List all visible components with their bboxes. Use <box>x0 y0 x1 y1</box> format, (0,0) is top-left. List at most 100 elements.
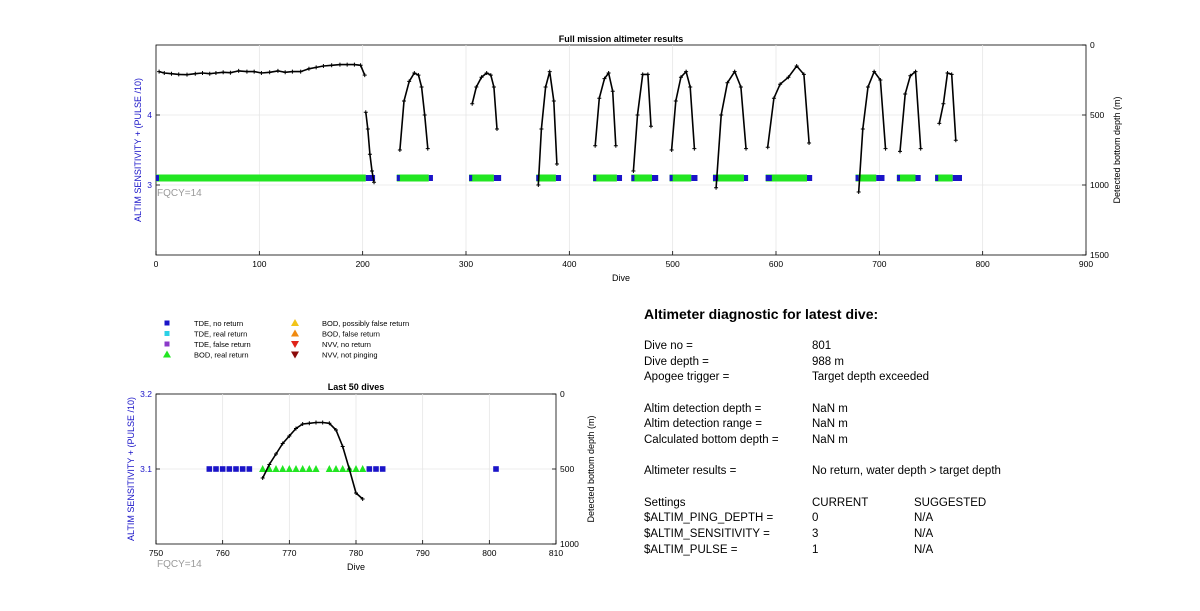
bod-real-return-marker <box>156 174 366 182</box>
bottom-depth-point <box>543 85 548 89</box>
bottom-depth-point <box>786 75 791 80</box>
full-y-axis-label: ALTIM SENSITIVITY + (PULSE /10) <box>133 78 143 222</box>
bottom-depth-point <box>157 69 162 74</box>
bottom-depth-point <box>354 491 358 495</box>
x-tick-label: 770 <box>282 548 296 558</box>
altimeter-diagnostic-panel: Altimeter diagnostic for latest dive: Di… <box>644 306 1164 558</box>
bottom-depth-point <box>640 72 645 77</box>
bottom-depth-point <box>280 441 285 446</box>
bottom-depth-point <box>372 180 377 185</box>
bottom-depth-point <box>294 426 298 431</box>
y2-tick-label: 1000 <box>560 539 579 549</box>
setting-current: 3 <box>812 528 819 541</box>
bottom-depth-point <box>539 127 544 131</box>
bottom-depth-point <box>320 420 325 425</box>
bottom-depth-point <box>422 113 427 117</box>
x-tick-label: 780 <box>349 548 363 558</box>
bod-real-return-marker <box>669 174 692 182</box>
setting-name: $ALTIM_PING_DEPTH = <box>644 512 774 525</box>
tde-no-return-marker <box>652 175 659 181</box>
setting-name: $ALTIM_PULSE = <box>644 543 738 556</box>
bottom-depth-point <box>290 69 295 74</box>
dive-depth-label: Dive depth = <box>644 355 709 368</box>
tde-no-return-marker <box>765 175 772 181</box>
last50-axis-ticks: 750 760 770 780 790 800 810 3.1 3.2 0 500 1000 <box>140 389 579 558</box>
bottom-depth-point <box>321 64 326 68</box>
tde-no-return-marker <box>493 466 499 472</box>
last50-fqcy-annotation: FQCY=14 <box>157 559 202 570</box>
x-tick-label: 200 <box>356 259 370 269</box>
x-tick-label: 810 <box>549 548 563 558</box>
dive-no-value: 801 <box>812 339 832 352</box>
legend-marker <box>163 350 171 358</box>
bottom-depth-point <box>860 127 865 131</box>
bottom-depth-point <box>613 143 618 148</box>
legend-label: BOD, false return <box>322 330 380 339</box>
bottom-depth-point <box>554 162 559 166</box>
bottom-depth-point <box>732 69 737 74</box>
bottom-depth-point <box>801 72 806 77</box>
tde-no-return-marker <box>233 466 239 472</box>
detect-range-value: NaN m <box>812 418 848 431</box>
bod-real-return-marker <box>593 174 617 182</box>
bottom-depth-point <box>872 69 877 74</box>
y2-tick-label: 1500 <box>1090 250 1109 260</box>
bod-real-return-marker <box>339 465 347 472</box>
calc-depth-value: NaN m <box>812 433 848 446</box>
setting-name: $ALTIM_SENSITIVITY = <box>644 528 770 541</box>
bottom-depth-point <box>771 96 776 101</box>
tde-no-return-marker <box>555 175 562 181</box>
bottom-depth-point <box>631 169 636 173</box>
tde-no-return-marker <box>469 175 473 181</box>
setting-current: 0 <box>812 512 819 525</box>
bod-real-return-marker <box>332 465 340 472</box>
suggested-header: SUGGESTED <box>914 496 987 509</box>
bottom-depth-point <box>937 121 942 126</box>
bottom-depth-point <box>274 452 278 456</box>
legend-label: NVV, no return <box>322 340 371 349</box>
y2-tick-label: 0 <box>1090 40 1095 50</box>
bottom-depth-point <box>275 68 280 73</box>
bottom-depth-point <box>221 70 226 75</box>
bottom-depth-point <box>491 85 496 89</box>
settings-label: Settings <box>644 496 686 509</box>
bottom-depth-point <box>645 72 650 77</box>
tde-no-return-marker <box>366 466 373 472</box>
bottom-depth-point <box>479 75 484 80</box>
y2-tick-label: 500 <box>560 464 574 474</box>
tde-no-return-marker <box>935 175 939 181</box>
detect-range-label: Altim detection range = <box>644 418 762 431</box>
last50-markers <box>206 465 499 472</box>
bottom-depth-point <box>412 71 417 75</box>
legend-marker <box>291 351 299 359</box>
apogee-row: Apogee trigger = Target depth exceeded <box>644 369 1164 385</box>
results-label: Altimeter results = <box>644 465 737 478</box>
detect-depth-value: NaN m <box>812 402 848 415</box>
bottom-depth-point <box>606 71 611 75</box>
tde-no-return-marker <box>396 175 400 181</box>
x-tick-label: 750 <box>149 548 163 558</box>
calc-depth-label: Calculated bottom depth = <box>644 433 779 446</box>
bottom-depth-point <box>593 143 598 148</box>
bottom-depth-point <box>236 68 241 73</box>
bod-real-return-marker <box>292 465 300 472</box>
setting-current: 1 <box>812 543 819 556</box>
dive-no-row: Dive no = 801 <box>644 338 1164 354</box>
diagnostic-title: Altimeter diagnostic for latest dive: <box>644 306 879 322</box>
bottom-depth-point <box>908 73 913 78</box>
tde-no-return-marker <box>219 466 226 472</box>
bottom-depth-point <box>252 69 257 74</box>
bottom-depth-point <box>719 113 724 117</box>
bod-real-return-marker <box>279 465 287 472</box>
bod-real-return-marker <box>259 465 267 472</box>
full-mission-chart: 0 100 200 300 400 500 600 700 800 900 3 4 0 500 1000 15… <box>133 34 1122 283</box>
bottom-depth-point <box>283 70 288 75</box>
bottom-depth-point <box>337 62 342 67</box>
x-tick-label: 600 <box>769 259 783 269</box>
tde-no-return-marker <box>807 175 813 181</box>
full-axis-ticks: 0 100 200 300 400 500 600 700 800 900 3 4 0 500 1000 15… <box>147 40 1109 269</box>
y-tick-label: 3 <box>147 180 152 190</box>
bottom-depth-point <box>945 71 950 75</box>
bottom-depth-point <box>635 113 640 117</box>
detect-range-row: Altim detection range = NaN m <box>644 416 1164 432</box>
